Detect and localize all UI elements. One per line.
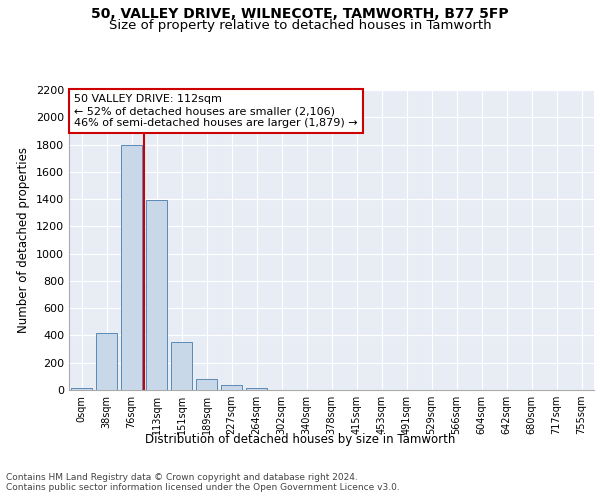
Bar [96, 332, 117, 390]
Bar [146, 200, 167, 390]
Text: 50, VALLEY DRIVE, WILNECOTE, TAMWORTH, B77 5FP: 50, VALLEY DRIVE, WILNECOTE, TAMWORTH, B… [91, 8, 509, 22]
Bar [121, 144, 142, 390]
Text: Distribution of detached houses by size in Tamworth: Distribution of detached houses by size … [145, 432, 455, 446]
Bar [171, 342, 192, 390]
Bar [71, 388, 92, 390]
Bar [196, 379, 217, 390]
Y-axis label: Number of detached properties: Number of detached properties [17, 147, 31, 333]
Text: Contains HM Land Registry data © Crown copyright and database right 2024.: Contains HM Land Registry data © Crown c… [6, 472, 358, 482]
Text: 50 VALLEY DRIVE: 112sqm
← 52% of detached houses are smaller (2,106)
46% of semi: 50 VALLEY DRIVE: 112sqm ← 52% of detache… [74, 94, 358, 128]
Bar [246, 388, 267, 390]
Text: Size of property relative to detached houses in Tamworth: Size of property relative to detached ho… [109, 18, 491, 32]
Bar [221, 385, 242, 390]
Text: Contains public sector information licensed under the Open Government Licence v3: Contains public sector information licen… [6, 484, 400, 492]
